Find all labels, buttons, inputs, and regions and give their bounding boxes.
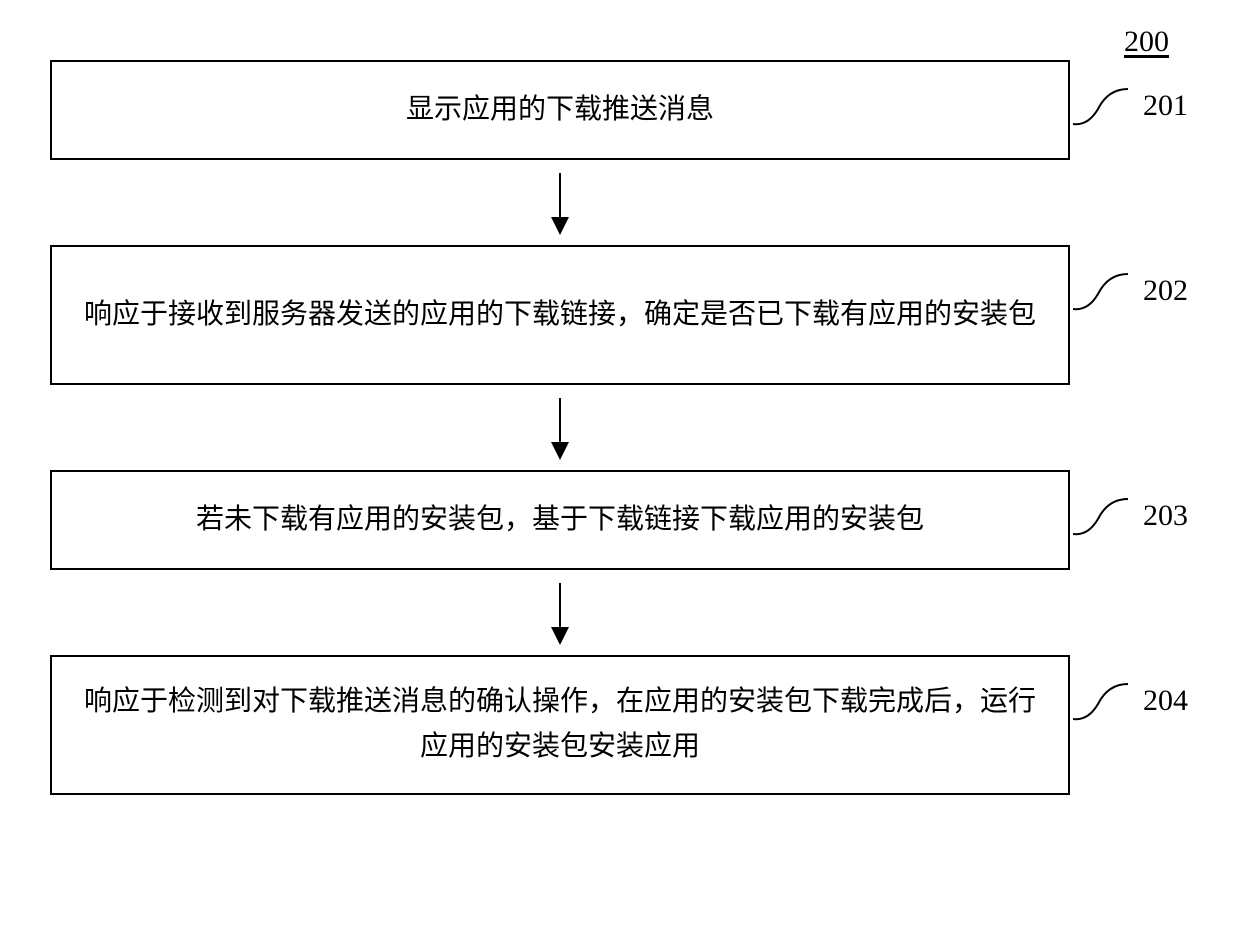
step-text: 显示应用的下载推送消息 [406,88,714,133]
arrow [50,570,1070,655]
step-box-201: 显示应用的下载推送消息 201 [50,60,1070,160]
step-label-wrap: 201 [1073,82,1188,130]
figure-number: 200 [1124,25,1169,59]
arrow [50,160,1070,245]
step-label-wrap: 202 [1073,267,1188,315]
curve-connector [1073,494,1133,539]
arrow [50,385,1070,470]
step-label-wrap: 203 [1073,492,1188,540]
step-label: 203 [1143,492,1188,540]
step-label: 202 [1143,267,1188,315]
step-label: 201 [1143,82,1188,130]
step-text: 响应于接收到服务器发送的应用的下载链接，确定是否已下载有应用的安装包 [84,293,1036,338]
curve-connector [1073,84,1133,129]
curve-connector [1073,269,1133,314]
step-text: 若未下载有应用的安装包，基于下载链接下载应用的安装包 [196,498,924,543]
step-label-wrap: 204 [1073,677,1188,725]
step-box-202: 响应于接收到服务器发送的应用的下载链接，确定是否已下载有应用的安装包 202 [50,245,1070,385]
step-box-204: 响应于检测到对下载推送消息的确认操作，在应用的安装包下载完成后，运行应用的安装包… [50,655,1070,795]
step-label: 204 [1143,677,1188,725]
curve-connector [1073,679,1133,724]
step-box-203: 若未下载有应用的安装包，基于下载链接下载应用的安装包 203 [50,470,1070,570]
step-text: 响应于检测到对下载推送消息的确认操作，在应用的安装包下载完成后，运行应用的安装包… [82,680,1038,770]
flowchart: 显示应用的下载推送消息 201 响应于接收到服务器发送的应用的下载链接，确定是否… [50,60,1200,795]
